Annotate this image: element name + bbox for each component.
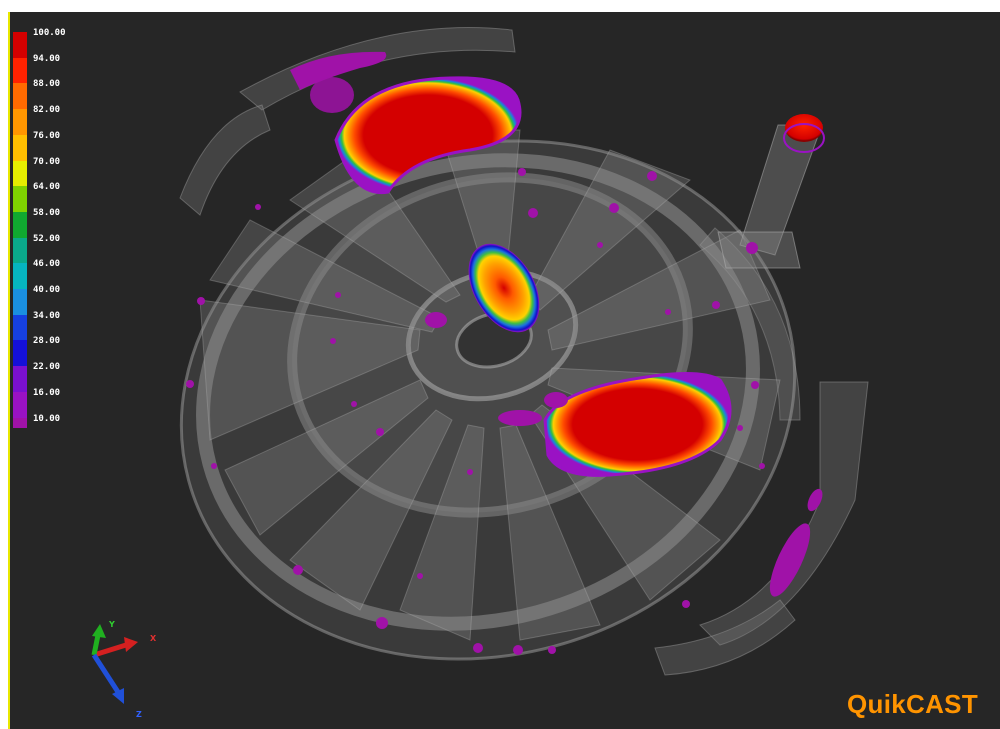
legend-label: 10.00 — [33, 413, 61, 424]
legend-swatch — [13, 160, 27, 187]
legend-swatch — [13, 366, 27, 393]
legend-label: 64.00 — [33, 182, 61, 193]
legend-label: 16.00 — [33, 387, 61, 398]
legend-swatch — [13, 134, 27, 161]
wheel-spokes — [199, 129, 781, 641]
axis-z-label: Z — [136, 710, 142, 719]
legend-entry: 64.00 — [13, 182, 133, 213]
legend-label: 22.00 — [33, 362, 61, 373]
legend-label: 52.00 — [33, 233, 61, 244]
legend-entry: 52.00 — [13, 233, 133, 264]
legend-label: 88.00 — [33, 79, 61, 90]
legend-swatch — [13, 391, 27, 418]
legend-swatch — [13, 211, 27, 238]
legend-label: 70.00 — [33, 156, 61, 167]
legend-swatch — [13, 237, 27, 264]
viewport-edge-accent — [8, 12, 10, 729]
legend-entry: 10.00 — [13, 413, 133, 444]
legend-swatch — [13, 340, 27, 367]
legend-entry: 40.00 — [13, 285, 133, 315]
legend-swatch — [13, 417, 27, 428]
legend-entry: 76.00 — [13, 130, 133, 161]
legend-swatch — [13, 263, 27, 290]
legend-entry: 16.00 — [13, 387, 133, 418]
legend-label: 28.00 — [33, 336, 61, 347]
hotspot-bottom[interactable] — [543, 372, 732, 477]
pouring-riser — [717, 114, 825, 269]
legend-entry: 46.00 — [13, 259, 133, 290]
legend-entry: 70.00 — [13, 156, 133, 187]
legend-entry: 88.00 — [13, 79, 133, 110]
legend-entry: 28.00 — [13, 336, 133, 367]
legend-swatch — [13, 57, 27, 84]
legend-label: 82.00 — [33, 105, 61, 116]
legend-entry: 100.00 — [13, 28, 133, 58]
legend-label: 58.00 — [33, 207, 61, 218]
legend-swatch — [13, 32, 27, 58]
legend-label: 46.00 — [33, 259, 61, 270]
legend-label: 94.00 — [33, 53, 61, 64]
legend-swatch — [13, 109, 27, 136]
legend-entry: 82.00 — [13, 105, 133, 136]
porosity-spots — [186, 51, 823, 655]
axis-x-label: X — [150, 634, 157, 643]
legend-label: 76.00 — [33, 130, 61, 141]
axis-triad[interactable]: X Y Z — [66, 610, 166, 720]
legend-entry: 94.00 — [13, 53, 133, 84]
axis-triad-graphic — [91, 624, 138, 704]
legend-swatch — [13, 186, 27, 213]
legend-entry: 22.00 — [13, 362, 133, 393]
legend-entry: 34.00 — [13, 310, 133, 341]
legend-swatch — [13, 314, 27, 341]
hotspot-top[interactable] — [334, 76, 522, 195]
hotspot-hub[interactable] — [454, 231, 554, 344]
brand-logo: QuikCAST — [847, 689, 978, 719]
axis-y-label: Y — [109, 620, 115, 629]
3d-viewport[interactable]: X Y Z QuikCAST — [8, 12, 1000, 729]
legend-label: 40.00 — [33, 285, 61, 295]
casting-model-scene[interactable] — [8, 12, 1000, 729]
legend-swatch — [13, 83, 27, 110]
legend-entry: 58.00 — [13, 207, 133, 238]
legend-swatch — [13, 289, 27, 315]
legend-label: 34.00 — [33, 310, 61, 321]
legend-label: 100.00 — [33, 28, 66, 38]
